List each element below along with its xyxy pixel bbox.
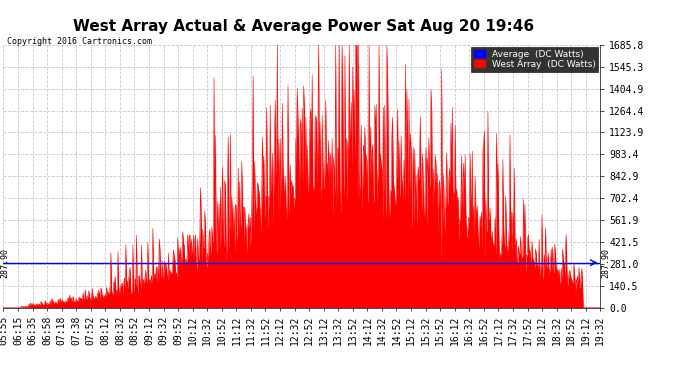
Text: 287.90: 287.90 [602, 248, 611, 278]
Text: 287.90: 287.90 [0, 248, 9, 278]
Text: Copyright 2016 Cartronics.com: Copyright 2016 Cartronics.com [7, 38, 152, 46]
Text: West Array Actual & Average Power Sat Aug 20 19:46: West Array Actual & Average Power Sat Au… [73, 19, 534, 34]
Legend: Average  (DC Watts), West Array  (DC Watts): Average (DC Watts), West Array (DC Watts… [471, 47, 598, 72]
